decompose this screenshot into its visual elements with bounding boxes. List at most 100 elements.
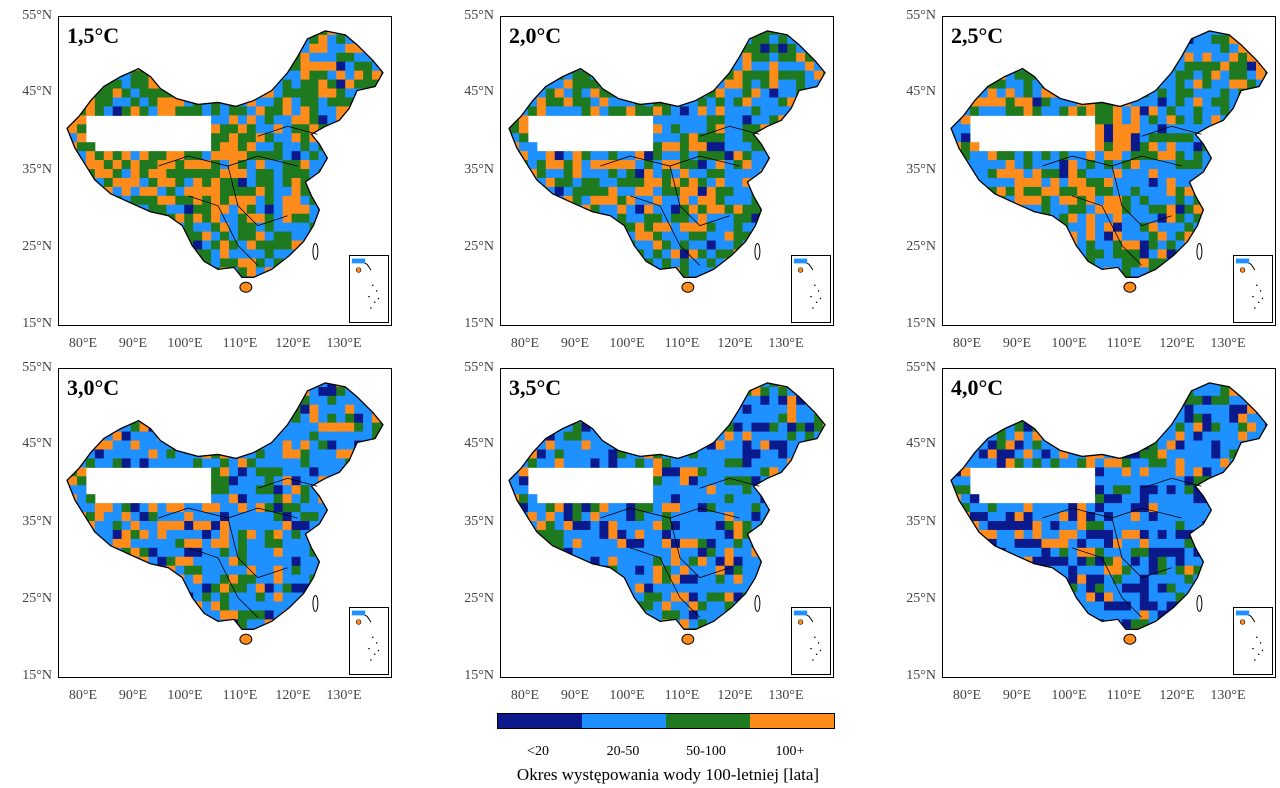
china-map bbox=[508, 30, 826, 293]
x-tick-label: 90°E bbox=[1002, 688, 1032, 703]
y-tick-label: 55°N bbox=[22, 8, 52, 23]
province-border bbox=[257, 477, 318, 489]
y-tick-label: 15°N bbox=[22, 668, 52, 683]
province-border bbox=[1141, 477, 1202, 489]
country-outline bbox=[508, 30, 826, 278]
x-tick-label: 120°E bbox=[275, 688, 311, 703]
x-tick-label: 100°E bbox=[609, 688, 645, 703]
y-tick-label: 15°N bbox=[906, 316, 936, 331]
panel-title: 1,5°C bbox=[67, 23, 120, 48]
y-tick-label: 55°N bbox=[464, 360, 494, 375]
south-china-sea-inset bbox=[1233, 255, 1273, 323]
south-china-sea-inset bbox=[349, 255, 389, 323]
south-china-sea-inset bbox=[1233, 607, 1273, 675]
panel-title: 3,5°C bbox=[509, 375, 562, 400]
x-tick-label: 100°E bbox=[1051, 336, 1087, 351]
legend-swatch-20-50 bbox=[582, 714, 666, 728]
country-outline bbox=[66, 382, 384, 630]
map-panel: 55°N 45°N 35°N 25°N 15°N 80°E 90°E 100°E 110°E 12… bbox=[0, 4, 400, 351]
x-tick-label: 110°E bbox=[1106, 688, 1142, 703]
panel-title: 4,0°C bbox=[951, 375, 1004, 400]
x-tick-label: 100°E bbox=[1051, 688, 1087, 703]
x-tick-label: 100°E bbox=[167, 688, 203, 703]
china-map bbox=[950, 382, 1268, 645]
legend-colorbar bbox=[497, 713, 835, 729]
province-border bbox=[1111, 517, 1172, 579]
legend-label-lt20: <20 bbox=[527, 744, 549, 759]
legend-title: Okres występowania wody 100-letniej [lat… bbox=[516, 765, 820, 784]
china-map bbox=[508, 382, 826, 645]
china-map bbox=[66, 382, 384, 645]
map-panel: 55°N 45°N 35°N 25°N 15°N 80°E 90°E 100°E 110°E 12… bbox=[884, 4, 1280, 351]
x-tick-label: 130°E bbox=[768, 688, 804, 703]
province-border bbox=[669, 165, 730, 227]
map-panel: 55°N 45°N 35°N 25°N 15°N 80°E 90°E 100°E 110°E 12… bbox=[0, 356, 400, 703]
x-tick-label: 80°E bbox=[952, 336, 982, 351]
country-outline bbox=[950, 30, 1268, 278]
y-tick-label: 35°N bbox=[22, 514, 52, 529]
x-tick-label: 80°E bbox=[68, 688, 98, 703]
taiwan-island bbox=[1196, 243, 1203, 260]
province-border bbox=[630, 195, 701, 266]
x-tick-label: 80°E bbox=[952, 688, 982, 703]
x-tick-label: 90°E bbox=[118, 336, 148, 351]
y-tick-label: 55°N bbox=[22, 360, 52, 375]
panel-title: 3,0°C bbox=[67, 375, 120, 400]
x-tick-label: 110°E bbox=[222, 336, 258, 351]
map-panel: 55°N 45°N 35°N 25°N 15°N 80°E 90°E 100°E 110°E 12… bbox=[442, 356, 842, 703]
hainan-island bbox=[681, 633, 695, 645]
legend-label-20-50: 20-50 bbox=[606, 744, 640, 759]
x-tick-label: 130°E bbox=[1210, 336, 1246, 351]
map-frame: 4,0°C bbox=[942, 368, 1276, 678]
x-tick-label: 130°E bbox=[1210, 688, 1246, 703]
province-border bbox=[188, 547, 259, 618]
y-tick-label: 45°N bbox=[906, 84, 936, 99]
y-tick-label: 15°N bbox=[464, 668, 494, 683]
taiwan-island bbox=[312, 243, 319, 260]
map-panel: 55°N 45°N 35°N 25°N 15°N 80°E 90°E 100°E 110°E 12… bbox=[884, 356, 1280, 703]
y-tick-label: 25°N bbox=[464, 239, 494, 254]
hainan-island bbox=[239, 281, 253, 293]
south-china-sea-inset bbox=[791, 607, 831, 675]
x-tick-label: 110°E bbox=[222, 688, 258, 703]
x-tick-label: 110°E bbox=[664, 688, 700, 703]
y-tick-label: 15°N bbox=[906, 668, 936, 683]
y-tick-label: 15°N bbox=[22, 316, 52, 331]
province-border bbox=[1111, 165, 1172, 227]
hainan-island bbox=[1123, 633, 1137, 645]
x-tick-label: 100°E bbox=[609, 336, 645, 351]
x-tick-label: 90°E bbox=[560, 688, 590, 703]
y-tick-label: 35°N bbox=[464, 162, 494, 177]
map-panel: 55°N 45°N 35°N 25°N 15°N 80°E 90°E 100°E 110°E 12… bbox=[442, 4, 842, 351]
hainan-island bbox=[239, 633, 253, 645]
province-border bbox=[257, 125, 318, 137]
province-border bbox=[1072, 547, 1143, 618]
x-tick-label: 100°E bbox=[167, 336, 203, 351]
china-map bbox=[66, 30, 384, 293]
legend-label-100plus: 100+ bbox=[775, 744, 805, 759]
y-tick-label: 25°N bbox=[22, 239, 52, 254]
x-tick-label: 120°E bbox=[1159, 688, 1195, 703]
x-tick-label: 80°E bbox=[510, 336, 540, 351]
x-tick-label: 90°E bbox=[118, 688, 148, 703]
province-border bbox=[1072, 195, 1143, 266]
y-tick-label: 55°N bbox=[464, 8, 494, 23]
province-border bbox=[630, 547, 701, 618]
x-tick-label: 120°E bbox=[1159, 336, 1195, 351]
taiwan-island bbox=[754, 595, 761, 612]
province-border bbox=[699, 125, 760, 137]
legend-label-50-100: 50-100 bbox=[686, 744, 726, 759]
map-frame: 2,0°C bbox=[500, 16, 834, 326]
province-border bbox=[188, 195, 259, 266]
x-tick-label: 80°E bbox=[510, 688, 540, 703]
province-border bbox=[227, 165, 288, 227]
y-tick-label: 55°N bbox=[906, 360, 936, 375]
province-border bbox=[669, 517, 730, 579]
x-tick-label: 130°E bbox=[326, 336, 362, 351]
y-tick-label: 45°N bbox=[22, 436, 52, 451]
legend-swatch-100plus bbox=[750, 714, 834, 728]
hainan-island bbox=[1123, 281, 1137, 293]
y-tick-label: 35°N bbox=[906, 162, 936, 177]
x-tick-label: 120°E bbox=[717, 688, 753, 703]
x-tick-label: 90°E bbox=[560, 336, 590, 351]
